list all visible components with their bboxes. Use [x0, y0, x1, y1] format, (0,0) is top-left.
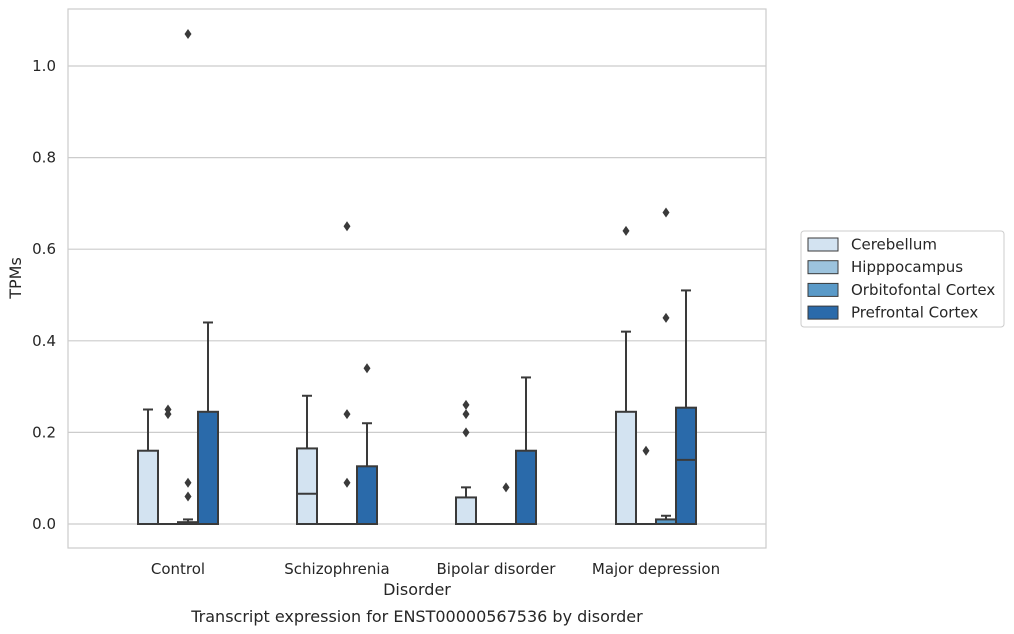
- outlier-point: [343, 409, 351, 420]
- outlier-point: [462, 409, 470, 420]
- x-tick-label: Bipolar disorder: [437, 560, 557, 578]
- box-0-2: [177, 28, 199, 526]
- legend-label: Orbitofontal Cortex: [851, 281, 995, 299]
- outlier-point: [502, 482, 510, 493]
- y-tick-label: 1.0: [32, 57, 56, 75]
- outlier-point: [363, 363, 371, 374]
- outlier-point: [462, 427, 470, 438]
- legend-swatch: [807, 260, 839, 275]
- y-tick-label: 0.8: [32, 149, 56, 167]
- legend-swatch: [807, 305, 839, 320]
- x-axis-title: Disorder: [383, 580, 451, 599]
- y-tick-label: 0.6: [32, 240, 56, 258]
- legend-frame: [800, 230, 1005, 328]
- outlier-point: [164, 404, 172, 415]
- outlier-point: [343, 221, 351, 232]
- x-tick-label: Major depression: [592, 560, 720, 578]
- y-tick-labels: 0.0 0.2 0.4 0.6 0.8 1.0: [32, 57, 56, 533]
- y-tick-label: 0.0: [32, 515, 56, 533]
- x-tick-label: Schizophrenia: [284, 560, 389, 578]
- box-rect: [655, 518, 677, 525]
- legend: Cerebellum Hipppocampus Orbitofontal Corte…: [800, 230, 1005, 328]
- chart-caption: Transcript expression for ENST0000056753…: [190, 607, 643, 626]
- box-rect: [356, 465, 378, 525]
- legend-swatch: [807, 237, 839, 252]
- outlier-point: [662, 207, 670, 218]
- x-tick-label: Control: [151, 560, 205, 578]
- outlier-point: [642, 445, 650, 456]
- box-rect: [197, 410, 219, 526]
- legend-item: Hipppocampus: [807, 258, 963, 276]
- plot-area: [67, 8, 767, 549]
- y-tick-label: 0.2: [32, 423, 56, 441]
- box-rect: [615, 410, 637, 526]
- outlier-point: [662, 312, 670, 323]
- box-rect: [455, 496, 477, 526]
- box-series: [137, 28, 697, 526]
- outlier-point: [184, 28, 192, 39]
- outlier-point: [184, 491, 192, 502]
- legend-swatch: [807, 282, 839, 297]
- box-0-3: [197, 321, 219, 526]
- box-1-2: [336, 221, 358, 526]
- box-1-0: [296, 394, 318, 525]
- legend-label: Cerebellum: [851, 236, 937, 254]
- y-tick-label: 0.4: [32, 332, 56, 350]
- legend-item: Cerebellum: [807, 236, 937, 254]
- outlier-point: [622, 225, 630, 236]
- box-3-3: [675, 289, 697, 525]
- box-2-3: [515, 376, 537, 525]
- box-0-0: [137, 408, 159, 525]
- box-2-0: [455, 399, 477, 526]
- outlier-point: [343, 477, 351, 488]
- y-axis-title: TPMs: [6, 257, 25, 300]
- box-rect: [137, 449, 159, 525]
- box-rect: [296, 447, 318, 525]
- box-1-3: [356, 363, 378, 525]
- box-rect: [675, 406, 697, 525]
- box-rect: [515, 449, 537, 525]
- outlier-point: [184, 477, 192, 488]
- box-rect: [177, 521, 199, 526]
- x-tick-labels: Control Schizophrenia Bipolar disorder Majo…: [151, 560, 720, 578]
- box-3-0: [615, 225, 637, 526]
- legend-label: Hipppocampus: [851, 258, 963, 276]
- outlier-point: [462, 399, 470, 410]
- legend-item: Orbitofontal Cortex: [807, 281, 995, 299]
- legend-item: Prefrontal Cortex: [807, 304, 978, 322]
- legend-label: Prefrontal Cortex: [851, 304, 978, 322]
